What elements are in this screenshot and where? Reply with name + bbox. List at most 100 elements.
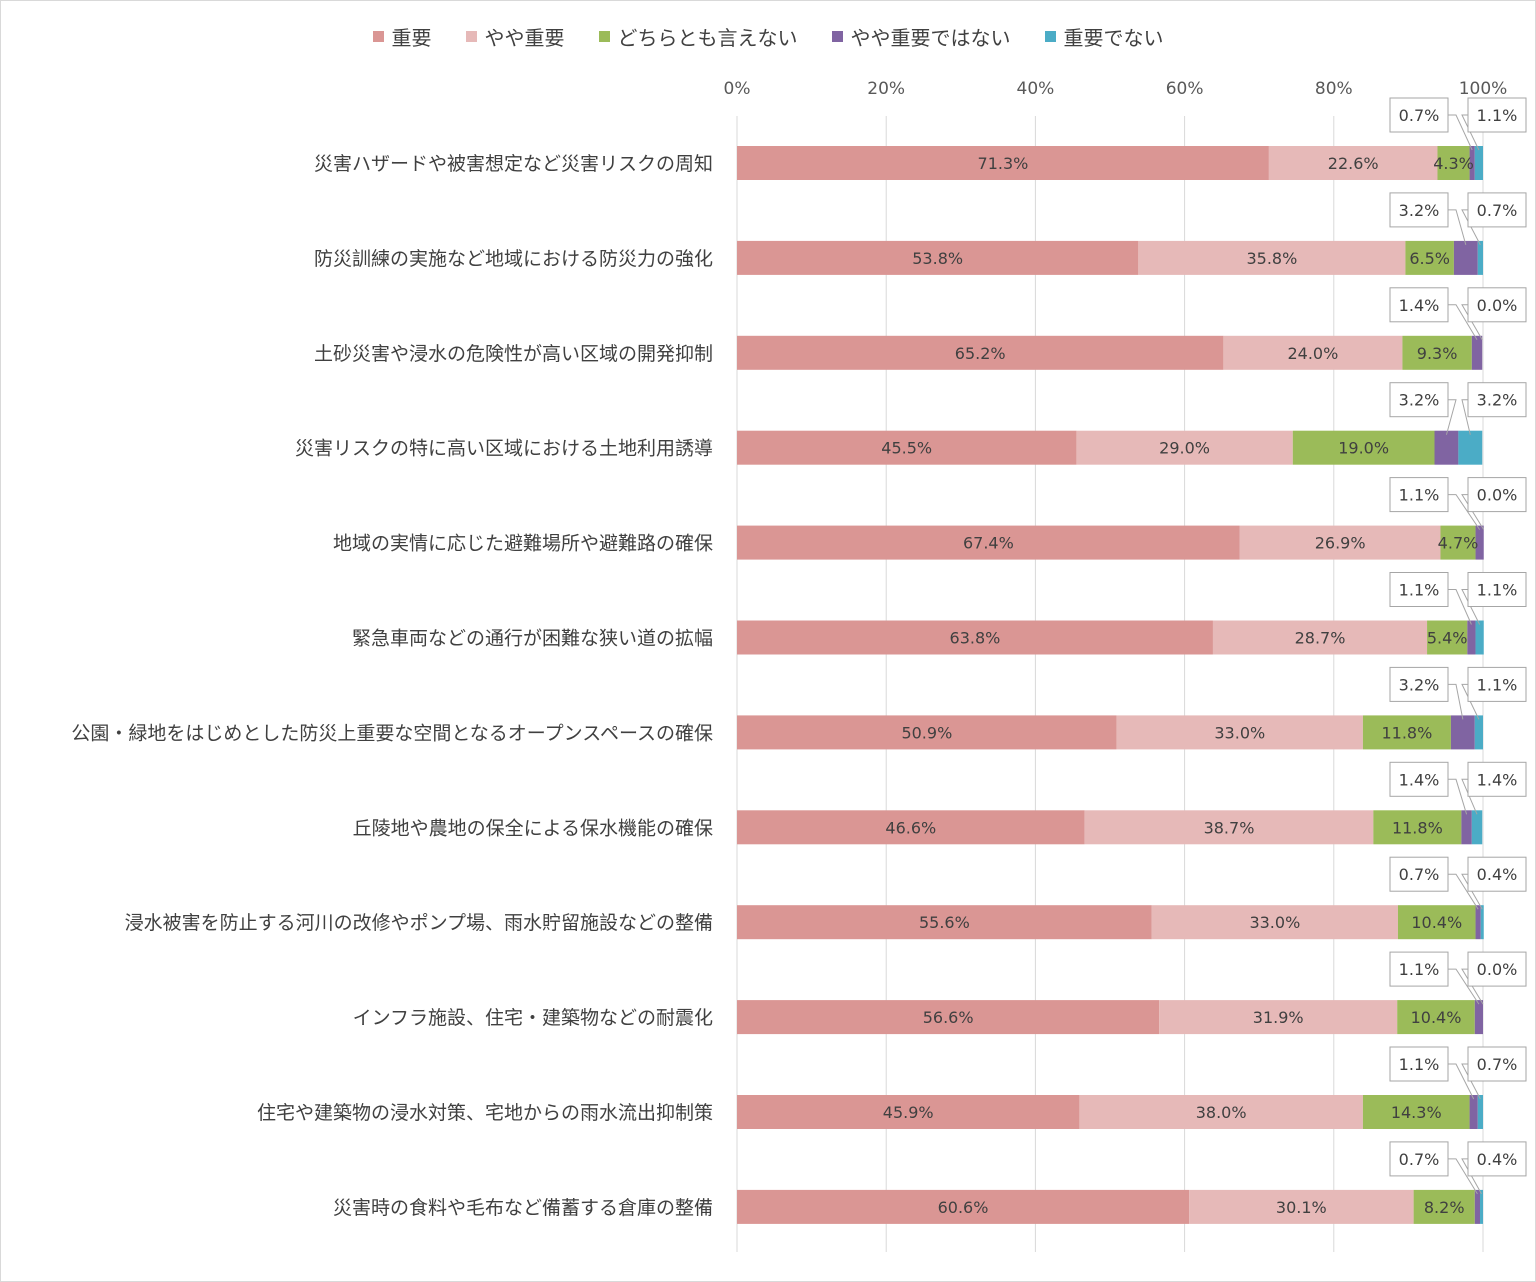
callout-label: 1.1% bbox=[1477, 106, 1518, 125]
category-label: 防災訓練の実施など地域における防災力の強化 bbox=[314, 248, 713, 270]
data-label: 50.9% bbox=[901, 723, 952, 742]
data-label: 33.0% bbox=[1214, 723, 1265, 742]
bar-segment bbox=[1458, 430, 1483, 465]
data-label: 45.9% bbox=[883, 1103, 934, 1122]
bar-segment bbox=[737, 620, 1213, 655]
data-label: 38.0% bbox=[1196, 1103, 1247, 1122]
callout-box bbox=[1389, 856, 1449, 892]
bar-segment bbox=[1268, 146, 1438, 180]
callout-box bbox=[1389, 951, 1449, 987]
data-label: 22.6% bbox=[1328, 154, 1379, 173]
leader-line bbox=[1461, 399, 1471, 435]
leader-line bbox=[1461, 873, 1483, 910]
x-tick-label: 40% bbox=[1017, 79, 1055, 99]
category-label: 公園・緑地をはじめとした防災上重要な空間となるオープンスペースの確保 bbox=[71, 722, 713, 744]
callout-box bbox=[1389, 97, 1449, 133]
bar-segment bbox=[1461, 810, 1472, 845]
data-label: 29.0% bbox=[1159, 439, 1210, 458]
leader-line bbox=[1461, 114, 1480, 151]
category-label: 災害ハザードや被害想定など災害リスクの周知 bbox=[314, 153, 713, 175]
bar-segment bbox=[1474, 1189, 1481, 1224]
bar-segment bbox=[1471, 810, 1483, 845]
leader-line bbox=[1445, 399, 1457, 435]
bar-segment bbox=[1475, 620, 1484, 655]
bar-segment bbox=[1477, 240, 1483, 275]
data-label: 35.8% bbox=[1246, 249, 1297, 268]
legend-swatch-somewhat-unimportant bbox=[831, 31, 843, 42]
bar-segment bbox=[1189, 1189, 1414, 1224]
category-label: 地域の実情に応じた避難場所や避難路の確保 bbox=[333, 533, 713, 555]
legend-swatch-neutral bbox=[598, 31, 610, 42]
category-label: 緊急車両などの通行が困難な狭い道の拡幅 bbox=[352, 628, 713, 650]
callout-box bbox=[1467, 192, 1527, 228]
leader-line bbox=[1448, 114, 1473, 151]
bar-segment bbox=[737, 525, 1240, 560]
data-label: 11.8% bbox=[1392, 818, 1443, 837]
callout-label: 1.1% bbox=[1399, 1055, 1440, 1074]
data-label: 28.7% bbox=[1295, 629, 1346, 648]
bar-segment bbox=[1413, 1189, 1475, 1224]
callout-box bbox=[1467, 856, 1527, 892]
bar-segment bbox=[1084, 810, 1374, 845]
bar-segment bbox=[1477, 1095, 1483, 1129]
bar-segment bbox=[1474, 1000, 1483, 1035]
callout-box bbox=[1467, 1141, 1527, 1177]
data-label: 63.8% bbox=[950, 629, 1001, 648]
bar-segment bbox=[737, 810, 1085, 845]
leader-line bbox=[1461, 494, 1485, 530]
callout-label: 0.7% bbox=[1477, 201, 1518, 220]
legend: 重要 やや重要 どちらとも言えない やや重要ではない 重要でない bbox=[0, 22, 1536, 51]
leader-line bbox=[1461, 1063, 1481, 1100]
data-label: 67.4% bbox=[963, 534, 1014, 553]
x-tick-label: 80% bbox=[1315, 79, 1353, 99]
bar-segment bbox=[1138, 240, 1406, 275]
bar-segment bbox=[1469, 146, 1475, 180]
callout-label: 3.2% bbox=[1399, 675, 1440, 694]
data-label: 10.4% bbox=[1411, 913, 1462, 932]
leader-line bbox=[1448, 683, 1464, 720]
leader-line bbox=[1448, 304, 1478, 341]
callout-label: 0.7% bbox=[1399, 1150, 1440, 1169]
bar-segment bbox=[1079, 1095, 1363, 1129]
data-label: 53.8% bbox=[912, 249, 963, 268]
callout-box bbox=[1467, 477, 1527, 513]
bar-segment bbox=[1362, 715, 1451, 750]
leader-line bbox=[1448, 873, 1479, 910]
category-label: 土砂災害や浸水の危険性が高い区域の開発抑制 bbox=[314, 343, 713, 365]
bar-segment bbox=[1159, 1000, 1398, 1035]
category-label: 住宅や建築物の浸水対策、宅地からの雨水流出抑制策 bbox=[257, 1102, 713, 1124]
bar-segment bbox=[1405, 240, 1454, 275]
bar-segment bbox=[1212, 620, 1428, 655]
legend-item-neutral: どちらとも言えない bbox=[598, 22, 798, 51]
bar-segment bbox=[737, 715, 1117, 750]
data-label: 10.4% bbox=[1411, 1008, 1462, 1027]
data-label: 6.5% bbox=[1409, 249, 1450, 268]
bar-segment bbox=[737, 1095, 1080, 1129]
category-label: 災害リスクの特に高い区域における土地利用誘導 bbox=[295, 438, 713, 460]
data-label: 14.3% bbox=[1391, 1103, 1442, 1122]
leader-line bbox=[1461, 1158, 1482, 1195]
legend-item-somewhat-unimportant: やや重要ではない bbox=[831, 22, 1011, 51]
bar-segment bbox=[1373, 810, 1462, 845]
leader-line bbox=[1461, 589, 1481, 625]
data-label: 26.9% bbox=[1315, 534, 1366, 553]
callout-label: 0.0% bbox=[1477, 486, 1518, 505]
bar-segment bbox=[737, 240, 1139, 275]
bar-segment bbox=[1292, 430, 1435, 465]
bar-segment bbox=[737, 905, 1152, 940]
data-label: 9.3% bbox=[1417, 344, 1458, 363]
leader-line bbox=[1448, 1158, 1478, 1195]
bar-segment bbox=[737, 1000, 1160, 1035]
leader-line bbox=[1448, 209, 1467, 246]
callout-label: 3.2% bbox=[1399, 201, 1440, 220]
callout-label: 1.4% bbox=[1477, 770, 1518, 789]
callout-label: 1.1% bbox=[1477, 675, 1518, 694]
bar-segment bbox=[737, 1189, 1190, 1224]
bar-segment bbox=[1151, 905, 1398, 940]
bar-segment bbox=[1440, 525, 1476, 560]
data-label: 8.2% bbox=[1424, 1198, 1465, 1217]
legend-item-somewhat-important: やや重要 bbox=[465, 22, 565, 51]
category-label: 災害時の食料や毛布など備蓄する倉庫の整備 bbox=[333, 1197, 713, 1219]
bar-segment bbox=[1467, 620, 1476, 655]
leader-line bbox=[1461, 304, 1483, 341]
